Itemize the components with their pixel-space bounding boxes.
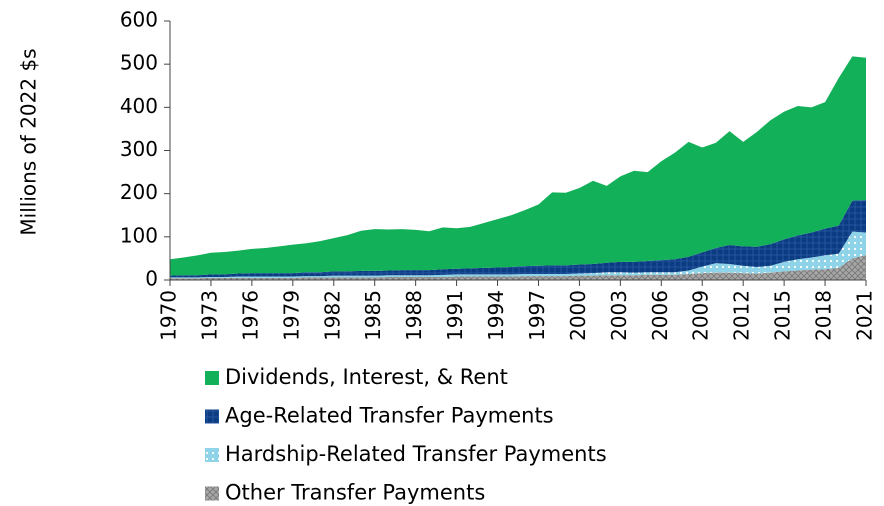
- x-tick-label: 1991: [443, 290, 467, 341]
- x-tick-label: 1982: [320, 290, 344, 341]
- legend-swatch: [205, 448, 219, 462]
- area: [170, 56, 866, 276]
- x-tick-label: 1976: [238, 290, 262, 341]
- y-tick-label: 100: [120, 223, 158, 247]
- legend-swatch: [205, 409, 219, 424]
- y-axis-label: Millions of 2022 $s: [17, 48, 41, 235]
- legend-label: Other Transfer Payments: [225, 481, 485, 505]
- x-tick-label: 1997: [525, 290, 549, 341]
- legend-swatch: [205, 486, 219, 501]
- x-tick-label: 2006: [648, 290, 672, 341]
- y-tick-label: 500: [120, 51, 158, 75]
- x-tick-label: 2012: [730, 290, 754, 341]
- x-tick-label: 1994: [484, 290, 508, 341]
- area: [170, 200, 866, 278]
- x-tick-label: 1985: [361, 290, 385, 341]
- y-tick-label: 600: [120, 8, 158, 32]
- x-tick-label: 2003: [607, 290, 631, 341]
- y-tick-label: 400: [120, 94, 158, 118]
- x-tick-label: 1973: [197, 290, 221, 341]
- x-tick-label: 2021: [853, 290, 877, 341]
- x-tick-label: 2015: [771, 290, 795, 341]
- x-tick-label: 2000: [566, 290, 590, 341]
- x-tick-label: 2018: [812, 290, 836, 341]
- legend-label: Dividends, Interest, & Rent: [225, 365, 508, 389]
- x-tick-label: 1970: [157, 290, 181, 341]
- legend-label: Hardship-Related Transfer Payments: [225, 442, 607, 466]
- x-tick-label: 1988: [402, 290, 426, 341]
- y-tick-label: 300: [120, 137, 158, 161]
- legend-swatch: [205, 371, 219, 385]
- x-tick-label: 2009: [689, 290, 713, 341]
- x-tick-label: 1979: [279, 290, 303, 341]
- y-tick-label: 0: [145, 267, 158, 291]
- y-tick-label: 200: [120, 180, 158, 204]
- legend-label: Age-Related Transfer Payments: [225, 404, 554, 428]
- area: [170, 254, 866, 280]
